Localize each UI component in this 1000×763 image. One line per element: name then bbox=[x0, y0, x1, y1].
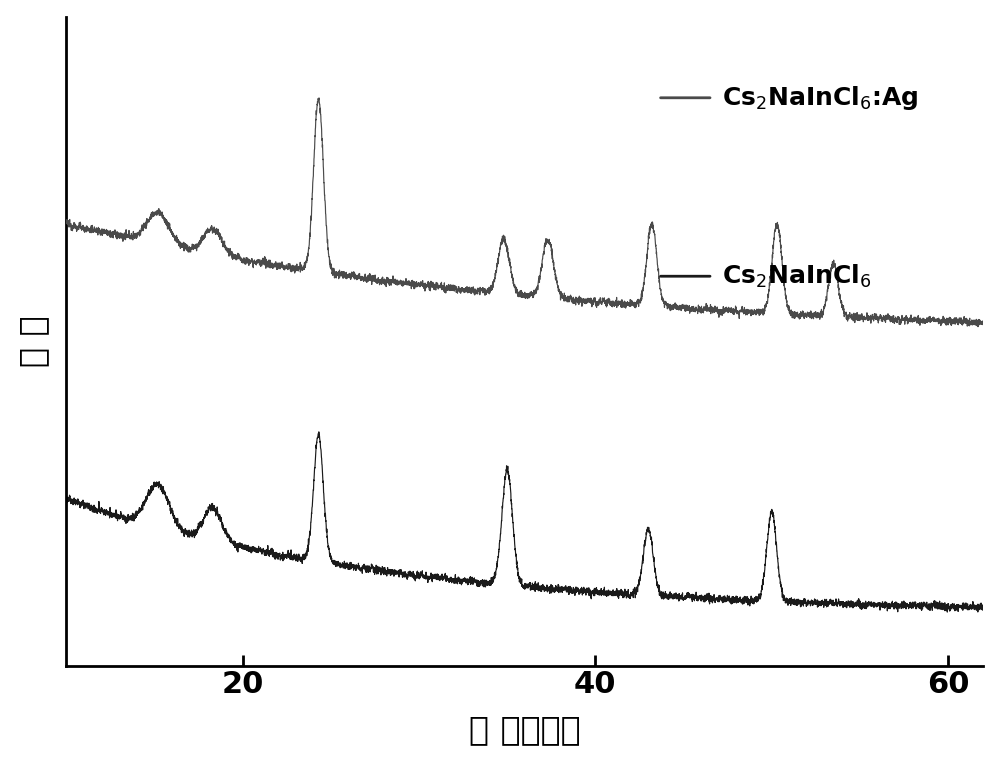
Text: Cs$_2$NaInCl$_6$:Ag: Cs$_2$NaInCl$_6$:Ag bbox=[722, 84, 918, 112]
Text: Cs$_2$NaInCl$_6$: Cs$_2$NaInCl$_6$ bbox=[722, 262, 871, 290]
X-axis label: 角 度（度）: 角 度（度） bbox=[469, 713, 581, 746]
Y-axis label: 强 度: 强 度 bbox=[17, 315, 50, 367]
